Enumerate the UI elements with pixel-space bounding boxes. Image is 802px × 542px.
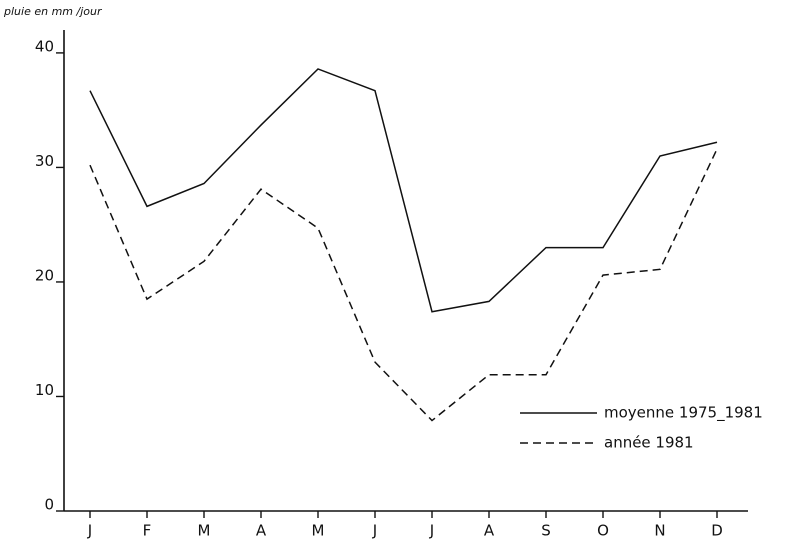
x-tick-label: F [143, 522, 152, 540]
y-axis-label: pluie en mm /jour [3, 5, 103, 18]
legend-label: année 1981 [604, 434, 694, 452]
x-tick-label: N [654, 522, 665, 540]
x-tick-label: O [597, 522, 609, 540]
x-tick-label: J [372, 522, 377, 540]
y-tick-label: 20 [35, 266, 54, 284]
y-tick-label: 40 [35, 37, 54, 55]
x-tick-label: M [198, 522, 211, 540]
y-tick-label: 10 [35, 381, 54, 399]
x-tick-label: J [429, 522, 434, 540]
y-tick-label: 0 [44, 496, 54, 514]
y-tick-label: 30 [35, 152, 54, 170]
x-tick-label: A [484, 522, 495, 540]
x-tick-label: M [312, 522, 325, 540]
x-tick-label: S [541, 522, 551, 540]
x-tick-label: D [711, 522, 723, 540]
series-line [89, 148, 718, 422]
x-tick-label: A [256, 522, 267, 540]
legend-label: moyenne 1975_1981 [604, 404, 763, 423]
x-tick-label: J [87, 522, 92, 540]
series-line [89, 68, 718, 313]
